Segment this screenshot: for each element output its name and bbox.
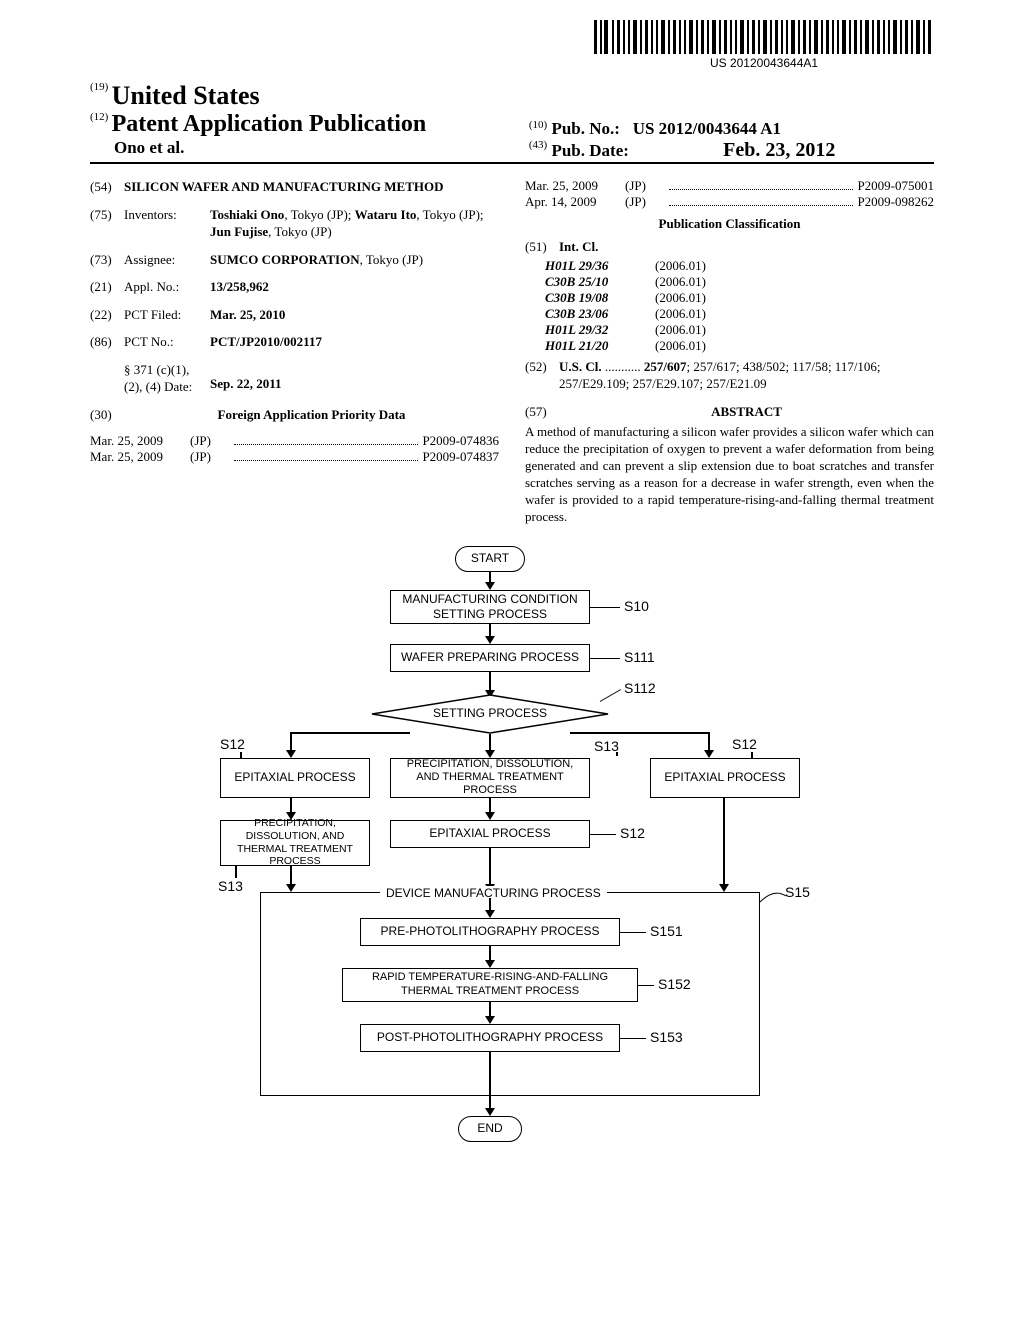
fc-s153-label: S153 xyxy=(650,1029,683,1045)
pubtype-num: (12) xyxy=(90,111,108,123)
intcl-label: Int. Cl. xyxy=(559,239,598,254)
foreign-num: (30) xyxy=(90,406,124,424)
fc-precip-left: PRECIPITATION, DISSOLUTION, AND THERMAL … xyxy=(220,820,370,866)
inventors: Toshiaki Ono, Tokyo (JP); Wataru Ito, To… xyxy=(210,206,499,241)
fc-s112-label: S112 xyxy=(624,680,656,696)
applno-num: (21) xyxy=(90,278,124,296)
priority-table: Mar. 25, 2009 (JP) P2009-074836 Mar. 25,… xyxy=(90,433,499,465)
country: United States xyxy=(112,81,260,110)
title: SILICON WAFER AND MANUFACTURING METHOD xyxy=(124,178,499,196)
barcode-area: US 20120043644A1 xyxy=(90,20,934,71)
country-num: (19) xyxy=(90,81,108,93)
s371-label: § 371 (c)(1), (2), (4) Date: xyxy=(124,361,210,396)
intcl-num: (51) xyxy=(525,238,559,256)
fc-s12-mid-label: S12 xyxy=(620,825,645,841)
priority-row: Mar. 25, 2009 (JP) P2009-074837 xyxy=(90,449,499,465)
pctno-label: PCT No.: xyxy=(124,333,210,351)
pubno-num: (10) xyxy=(529,119,547,131)
pctfiled-num: (22) xyxy=(90,306,124,324)
fc-s10-label: S10 xyxy=(624,598,649,614)
assignee-num: (73) xyxy=(90,251,124,269)
fc-s12-right-label: S12 xyxy=(732,736,757,752)
priority-row: Mar. 25, 2009 (JP) P2009-074836 xyxy=(90,433,499,449)
fc-s153: POST-PHOTOLITHOGRAPHY PROCESS xyxy=(360,1024,620,1052)
fc-end: END xyxy=(458,1116,522,1142)
fc-epi-mid: EPITAXIAL PROCESS xyxy=(390,820,590,848)
uscl: U.S. Cl. ........... 257/607; 257/617; 4… xyxy=(559,358,934,393)
fc-s111: WAFER PREPARING PROCESS xyxy=(390,644,590,672)
fc-s12-left-label: S12 xyxy=(220,736,245,752)
assignee-label: Assignee: xyxy=(124,251,210,269)
barcode-text: US 20120043644A1 xyxy=(594,56,934,70)
applno-label: Appl. No.: xyxy=(124,278,210,296)
pctfiled: Mar. 25, 2010 xyxy=(210,307,285,322)
authors-line: Ono et al. xyxy=(114,138,184,157)
assignee: SUMCO CORPORATION, Tokyo (JP) xyxy=(210,251,499,269)
flowchart: START MANUFACTURING CONDITION SETTING PR… xyxy=(90,546,934,1166)
pctno-num: (86) xyxy=(90,333,124,351)
pub-type: Patent Application Publication xyxy=(112,111,427,137)
abstract-head: ABSTRACT xyxy=(559,403,934,421)
fc-s152-label: S152 xyxy=(658,976,691,992)
inventors-label: Inventors: xyxy=(124,206,210,241)
pctfiled-label: PCT Filed: xyxy=(124,306,210,324)
priority-row: Mar. 25, 2009 (JP) P2009-075001 xyxy=(525,178,934,194)
pubno: US 2012/0043644 A1 xyxy=(633,119,781,138)
abstract: A method of manufacturing a silicon wafe… xyxy=(525,424,934,525)
fc-precip-mid: PRECIPITATION, DISSOLUTION, AND THERMAL … xyxy=(390,758,590,798)
fc-s151-label: S151 xyxy=(650,923,683,939)
fc-start: START xyxy=(455,546,525,572)
inventors-num: (75) xyxy=(90,206,124,241)
fc-s111-label: S111 xyxy=(624,649,655,665)
fc-device-label: DEVICE MANUFACTURING PROCESS xyxy=(380,886,607,900)
uscl-num: (52) xyxy=(525,358,559,393)
pctno: PCT/JP2010/002117 xyxy=(210,334,322,349)
abstract-num: (57) xyxy=(525,403,559,421)
pubno-label: Pub. No.: xyxy=(551,119,619,138)
fc-s151: PRE-PHOTOLITHOGRAPHY PROCESS xyxy=(360,918,620,946)
intcl-list: H01L 29/36(2006.01) C30B 25/10(2006.01) … xyxy=(525,258,934,354)
applno: 13/258,962 xyxy=(210,279,269,294)
fc-s15-label: S15 xyxy=(785,884,810,900)
title-num: (54) xyxy=(90,178,124,196)
pubdate-label: Pub. Date: xyxy=(551,141,628,160)
fc-s10: MANUFACTURING CONDITION SETTING PROCESS xyxy=(390,590,590,624)
foreign-head: Foreign Application Priority Data xyxy=(218,407,406,422)
fc-epi-right: EPITAXIAL PROCESS xyxy=(650,758,800,798)
pub-class-head: Publication Classification xyxy=(525,216,934,232)
barcode: US 20120043644A1 xyxy=(594,20,934,70)
priority-table-right: Mar. 25, 2009 (JP) P2009-075001 Apr. 14,… xyxy=(525,178,934,210)
fc-s152: RAPID TEMPERATURE-RISING-AND-FALLING THE… xyxy=(342,968,638,1002)
fc-setting: SETTING PROCESS xyxy=(370,694,610,737)
priority-row: Apr. 14, 2009 (JP) P2009-098262 xyxy=(525,194,934,210)
pubdate: Feb. 23, 2012 xyxy=(723,139,835,161)
s371-date: Sep. 22, 2011 xyxy=(210,376,282,391)
fc-s13-left-label: S13 xyxy=(218,878,243,894)
fc-epi-left: EPITAXIAL PROCESS xyxy=(220,758,370,798)
pubdate-num: (43) xyxy=(529,139,547,151)
